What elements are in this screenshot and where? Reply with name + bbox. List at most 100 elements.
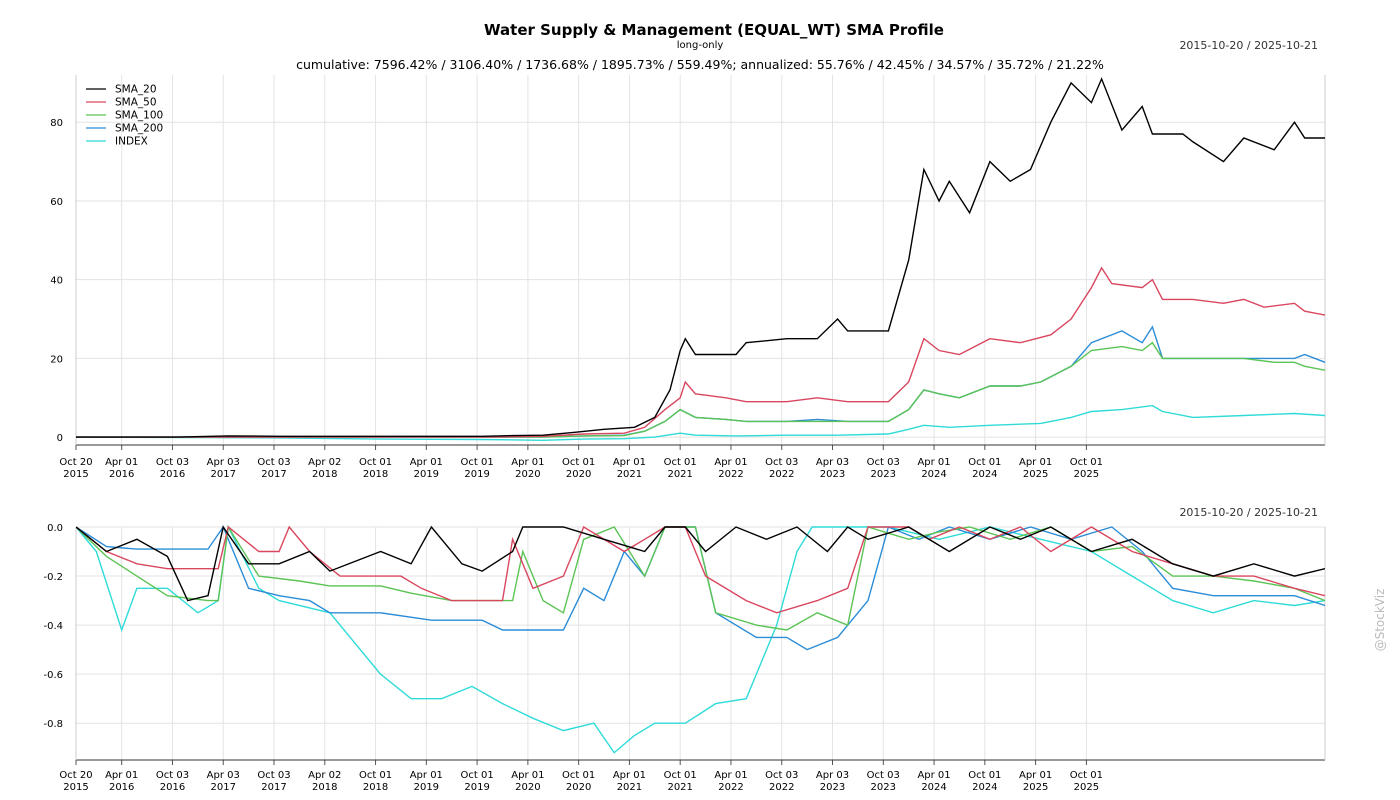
x-tick-year: 2020	[515, 782, 540, 793]
series-line-sma-200	[76, 325, 1325, 438]
x-tick-year: 2019	[414, 782, 439, 793]
series-line-sma-50	[76, 266, 1325, 438]
x-tick-label: Oct 01	[1070, 457, 1103, 468]
legend-label: SMA_20	[115, 84, 157, 96]
x-tick-label: Oct 01	[562, 457, 595, 468]
x-tick-year: 2024	[921, 782, 946, 793]
x-tick-label: Apr 01	[511, 457, 544, 468]
x-tick-label: Apr 01	[613, 770, 646, 781]
x-tick-label: Oct 01	[664, 457, 697, 468]
legend-label: SMA_100	[115, 110, 163, 122]
x-tick-label: Apr 01	[613, 457, 646, 468]
x-tick-year: 2020	[566, 782, 591, 793]
x-tick-year: 2022	[769, 469, 794, 480]
x-tick-year: 2017	[261, 469, 286, 480]
series-line-sma-50	[76, 525, 1325, 614]
x-tick-year: 2018	[363, 469, 388, 480]
x-tick-label: Oct 01	[562, 770, 595, 781]
x-tick-label: Oct 03	[765, 457, 798, 468]
x-tick-label: Apr 01	[410, 770, 443, 781]
y-tick-label: 60	[50, 197, 63, 208]
x-tick-year: 2021	[667, 469, 692, 480]
x-tick-year: 2018	[312, 469, 337, 480]
x-tick-label: Apr 03	[816, 770, 849, 781]
series-line-index	[76, 404, 1325, 442]
x-tick-year: 2017	[211, 469, 236, 480]
x-tick-year: 2022	[718, 782, 743, 793]
x-tick-year: 2015	[63, 469, 88, 480]
x-tick-label: Apr 01	[1019, 770, 1052, 781]
x-tick-year: 2022	[718, 469, 743, 480]
x-tick-label: Oct 01	[968, 457, 1001, 468]
x-tick-year: 2016	[109, 469, 134, 480]
x-tick-label: Oct 03	[257, 457, 290, 468]
x-tick-label: Apr 01	[1019, 457, 1052, 468]
x-tick-year: 2022	[769, 782, 794, 793]
y-tick-label: -0.4	[43, 621, 63, 632]
x-tick-year: 2020	[566, 469, 591, 480]
x-tick-year: 2023	[871, 469, 896, 480]
x-tick-label: Oct 20	[59, 457, 92, 468]
x-tick-year: 2019	[414, 469, 439, 480]
series-line-sma-20	[76, 77, 1325, 438]
x-tick-label: Apr 01	[410, 457, 443, 468]
x-tick-year: 2019	[464, 782, 489, 793]
x-tick-label: Apr 03	[207, 770, 240, 781]
x-tick-label: Apr 03	[207, 457, 240, 468]
series-line-sma-20	[76, 525, 1325, 602]
y-tick-label: 80	[50, 118, 63, 129]
x-tick-year: 2018	[363, 782, 388, 793]
x-tick-label: Oct 01	[359, 770, 392, 781]
x-tick-label: Apr 01	[714, 770, 747, 781]
legend-label: INDEX	[115, 136, 148, 148]
x-tick-label: Oct 01	[968, 770, 1001, 781]
x-tick-label: Oct 03	[156, 770, 189, 781]
date-range-top: 2015-10-20 / 2025-10-21	[1179, 39, 1318, 52]
x-tick-year: 2025	[1074, 469, 1099, 480]
x-tick-year: 2025	[1023, 469, 1048, 480]
y-tick-label: 0.0	[47, 523, 63, 534]
chart-title: Water Supply & Management (EQUAL_WT) SMA…	[484, 21, 944, 39]
legend-label: SMA_200	[115, 123, 163, 135]
x-tick-year: 2016	[160, 782, 185, 793]
y-tick-label: 20	[50, 354, 63, 365]
date-range-bottom: 2015-10-20 / 2025-10-21	[1179, 506, 1318, 519]
y-tick-label: -0.6	[43, 670, 63, 681]
x-tick-label: Oct 20	[59, 770, 92, 781]
x-tick-year: 2019	[464, 469, 489, 480]
series-line-index	[76, 524, 1325, 754]
y-tick-label: 40	[50, 276, 63, 287]
x-tick-label: Apr 01	[917, 457, 950, 468]
x-tick-label: Apr 03	[816, 457, 849, 468]
y-tick-label: 0	[57, 433, 63, 444]
x-tick-label: Apr 02	[308, 770, 341, 781]
series-line-sma-100	[76, 341, 1325, 438]
x-tick-year: 2023	[820, 782, 845, 793]
x-tick-year: 2023	[820, 469, 845, 480]
x-tick-label: Apr 01	[511, 770, 544, 781]
legend-label: SMA_50	[115, 97, 157, 109]
x-tick-year: 2020	[515, 469, 540, 480]
x-tick-label: Oct 01	[1070, 770, 1103, 781]
x-tick-label: Apr 01	[917, 770, 950, 781]
x-tick-year: 2016	[109, 782, 134, 793]
x-tick-year: 2021	[617, 469, 642, 480]
x-tick-year: 2024	[921, 469, 946, 480]
x-tick-label: Apr 02	[308, 457, 341, 468]
x-tick-year: 2021	[667, 782, 692, 793]
x-tick-year: 2018	[312, 782, 337, 793]
chart-subtitle: long-only	[677, 40, 724, 51]
y-tick-label: -0.2	[43, 572, 63, 583]
x-tick-label: Oct 03	[765, 770, 798, 781]
x-tick-year: 2025	[1023, 782, 1048, 793]
x-tick-year: 2023	[871, 782, 896, 793]
x-tick-label: Oct 03	[156, 457, 189, 468]
x-tick-label: Apr 01	[714, 457, 747, 468]
x-tick-year: 2017	[261, 782, 286, 793]
x-tick-year: 2024	[972, 782, 997, 793]
x-tick-year: 2021	[617, 782, 642, 793]
x-tick-year: 2015	[63, 782, 88, 793]
